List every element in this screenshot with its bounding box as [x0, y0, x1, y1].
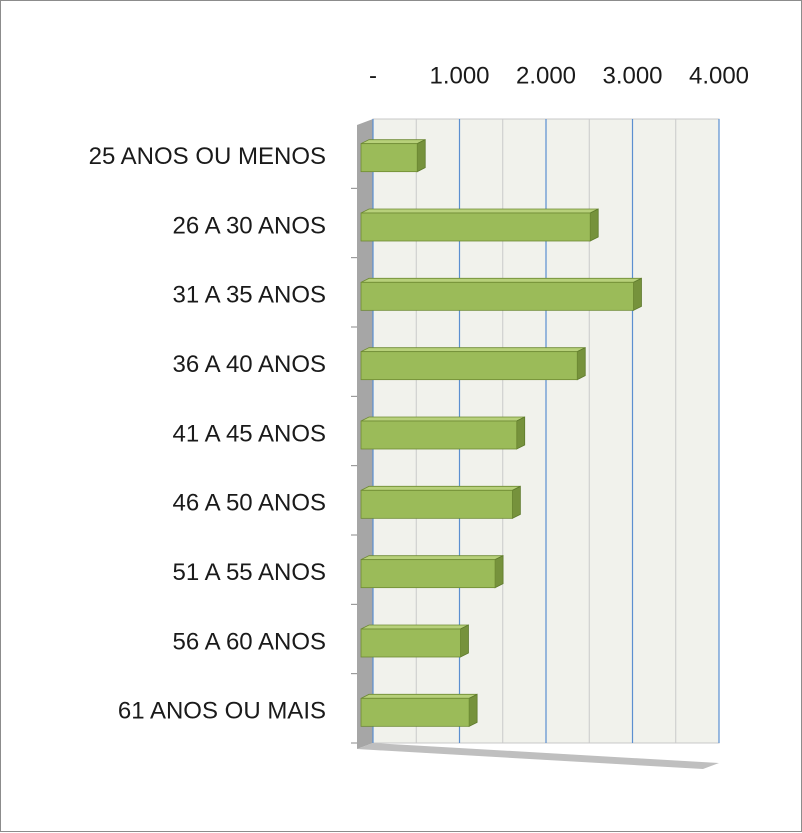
x-tick-label: -: [369, 62, 377, 89]
bar-end-face: [511, 485, 521, 519]
bar: [360, 420, 518, 450]
bar-end-face: [576, 347, 586, 381]
x-tick-label: 4.000: [689, 62, 749, 89]
bar: [360, 489, 513, 519]
bar-end-face: [633, 277, 642, 311]
x-tick-label: 1.000: [429, 62, 489, 89]
bar-end-face: [589, 208, 599, 242]
bar-top-face: [360, 347, 586, 353]
bar-end-face: [494, 555, 504, 589]
bar-top-face: [360, 208, 599, 214]
x-tick-label: 3.000: [602, 62, 662, 89]
bar: [360, 143, 418, 173]
y-tick-label: 25 ANOS OU MENOS: [89, 143, 326, 170]
bar-end-face: [460, 624, 469, 658]
floor: [357, 743, 719, 769]
y-tick-label: 31 A 35 ANOS: [173, 282, 326, 309]
bar: [360, 351, 578, 381]
bar-top-face: [360, 416, 525, 422]
bar: [360, 281, 634, 311]
y-tick-label: 61 ANOS OU MAIS: [118, 698, 326, 725]
y-tick-label: 41 A 45 ANOS: [173, 420, 326, 447]
bar-top-face: [360, 139, 426, 145]
x-tick-label: 2.000: [516, 62, 576, 89]
bar-top-face: [360, 277, 642, 283]
bar-top-face: [360, 485, 521, 491]
bar-end-face: [416, 139, 426, 173]
y-tick-label: 51 A 55 ANOS: [173, 559, 326, 586]
bar: [360, 628, 461, 658]
bar-end-face: [468, 693, 478, 727]
y-tick-label: 56 A 60 ANOS: [173, 628, 326, 655]
bar-top-face: [360, 693, 478, 699]
bar-top-face: [360, 624, 469, 630]
bar-end-face: [516, 416, 526, 450]
y-tick-label: 46 A 50 ANOS: [173, 490, 326, 517]
bar-top-face: [360, 555, 504, 561]
y-tick-label: 36 A 40 ANOS: [173, 351, 326, 378]
y-tick-label: 26 A 30 ANOS: [173, 212, 326, 239]
bar: [360, 559, 496, 589]
bar: [360, 697, 470, 727]
bar: [360, 212, 591, 242]
